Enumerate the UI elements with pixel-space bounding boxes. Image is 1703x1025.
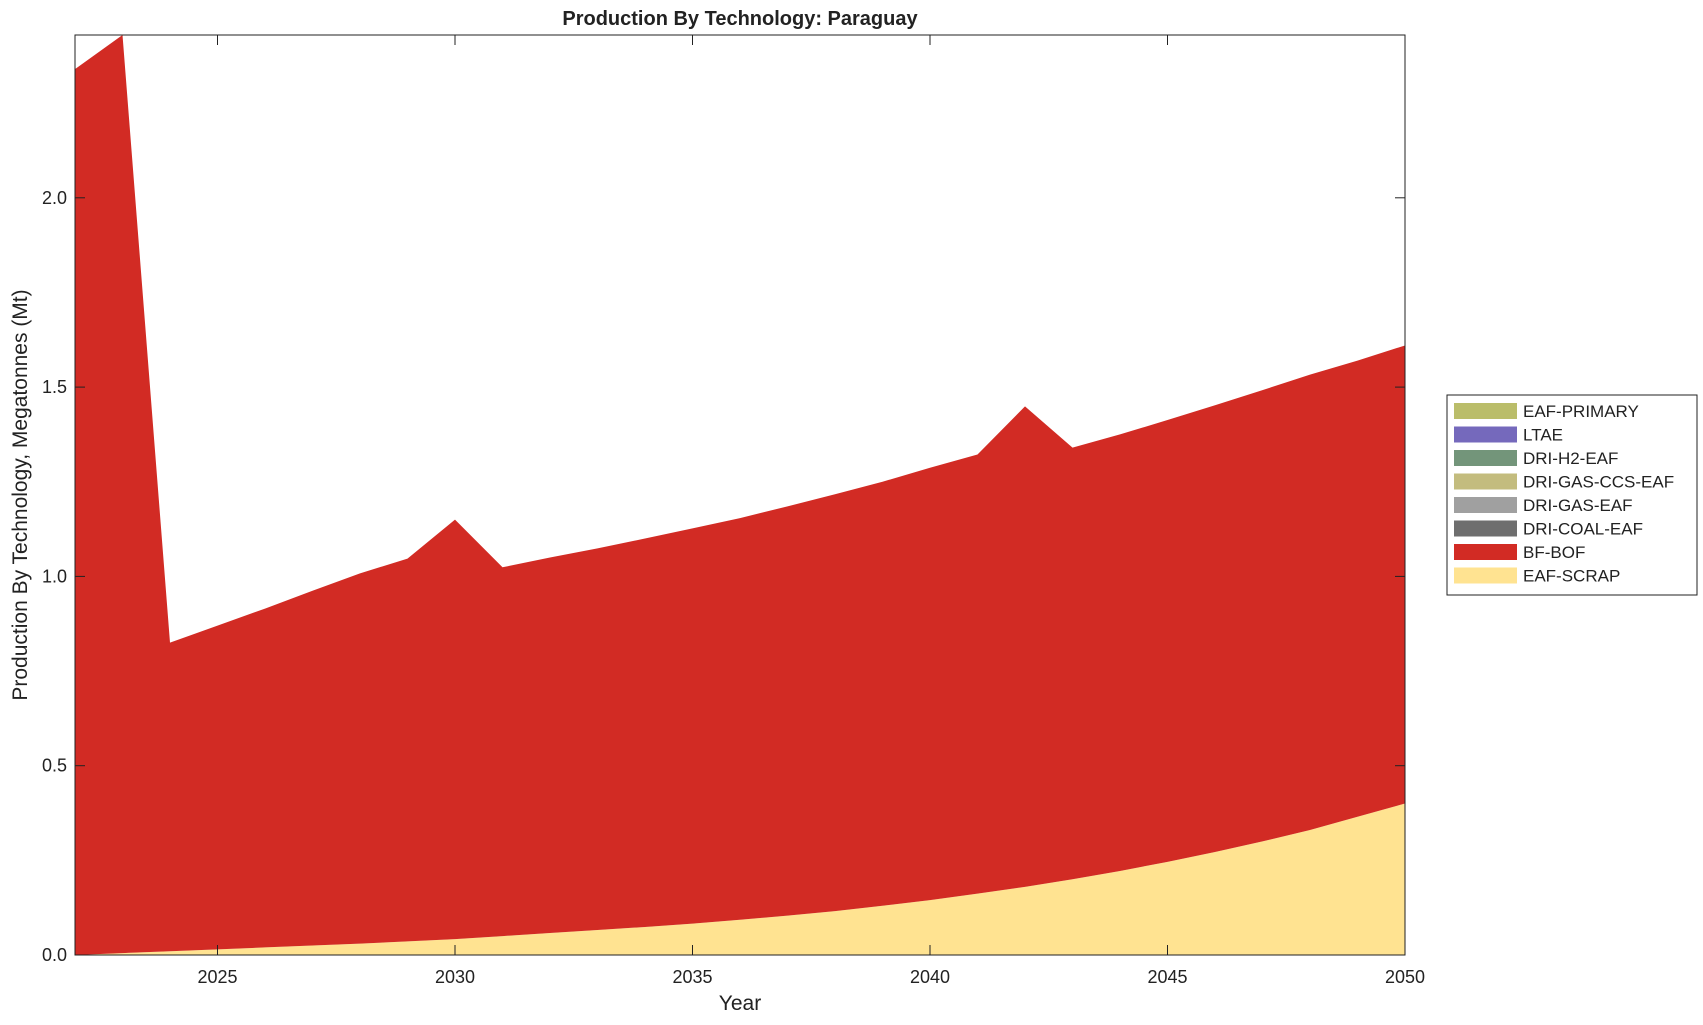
legend-swatch-eaf-primary (1454, 403, 1517, 419)
legend-swatch-eaf-scrap (1454, 567, 1517, 584)
x-tick-label: 2035 (672, 967, 712, 987)
y-tick-label: 1.0 (42, 566, 67, 586)
legend-box (1446, 394, 1698, 596)
y-tick-label: 1.5 (42, 377, 67, 397)
x-tick-label: 2045 (1147, 967, 1187, 987)
legend-swatch-dri-gas-eaf (1454, 497, 1517, 513)
y-axis-label: Production By Technology, Megatonnes (Mt… (9, 289, 32, 700)
legend-swatch-ltae (1454, 426, 1517, 443)
legend-label-dri-coal-eaf: DRI-COAL-EAF (1523, 520, 1643, 539)
legend-label-eaf-scrap: EAF-SCRAP (1523, 567, 1620, 586)
legend-label-eaf-primary: EAF-PRIMARY (1523, 402, 1639, 421)
areas-layer (75, 35, 1405, 955)
legend-label-dri-h2-eaf: DRI-H2-EAF (1523, 449, 1618, 468)
x-tick-label: 2040 (910, 967, 950, 987)
legend-label-dri-gas-eaf: DRI-GAS-EAF (1523, 496, 1633, 515)
legend-swatch-bf-bof (1454, 544, 1517, 560)
legend: EAF-PRIMARY LTAE DRI-H2-EAF DRI-GAS-CCS-EAF… (1446, 394, 1698, 596)
x-axis-label: Year (719, 992, 761, 1015)
legend-label-dri-gas-ccs-eaf: DRI-GAS-CCS-EAF (1523, 473, 1674, 492)
legend-swatch-dri-gas-ccs-eaf (1454, 473, 1517, 490)
y-tick-label: 0.0 (42, 945, 67, 965)
legend-swatch-dri-coal-eaf (1454, 520, 1517, 537)
y-tick-label: 2.0 (42, 188, 67, 208)
x-tick-label: 2030 (435, 967, 475, 987)
plot-frame (74, 34, 1406, 956)
area-bf-bof (75, 35, 1405, 955)
chart-title: Production By Technology: Paraguay (562, 8, 918, 30)
legend-label-bf-bof: BF-BOF (1523, 543, 1585, 562)
ticks-layer: 2025 2030 2035 2040 2045 2050 0.0 0.5 1.0 1.5 2.0 (42, 35, 1425, 987)
x-tick-label: 2050 (1385, 967, 1425, 987)
legend-swatch-dri-h2-eaf (1454, 450, 1517, 466)
x-tick-label: 2025 (197, 967, 237, 987)
y-tick-label: 0.5 (42, 756, 67, 776)
area-eaf-scrap (75, 803, 1405, 955)
legend-label-ltae: LTAE (1523, 426, 1563, 445)
